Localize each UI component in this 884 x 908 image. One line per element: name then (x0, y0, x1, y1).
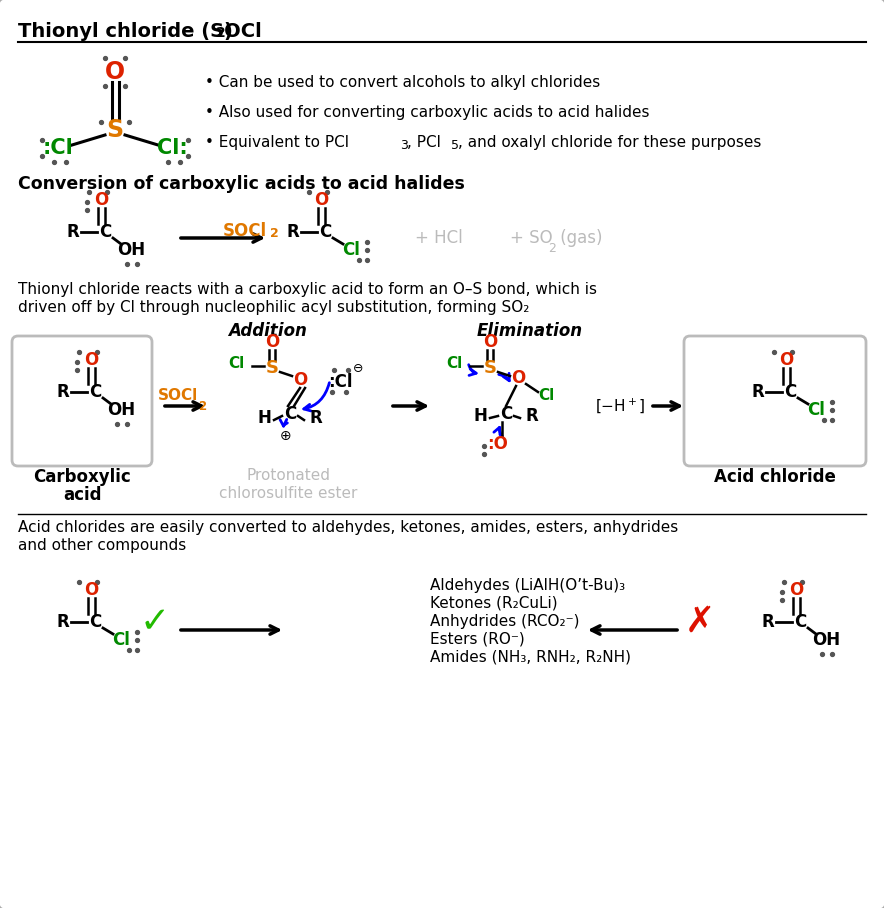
Text: O: O (84, 351, 98, 369)
Text: Ketones (R₂CuLi): Ketones (R₂CuLi) (430, 596, 558, 611)
Text: • Equivalent to PCl: • Equivalent to PCl (205, 135, 349, 150)
Text: R: R (57, 383, 69, 401)
Text: and other compounds: and other compounds (18, 538, 187, 553)
Text: R: R (751, 383, 765, 401)
Text: O: O (105, 60, 125, 84)
Text: [$-$H$^+$]: [$-$H$^+$] (595, 397, 645, 415)
Text: (gas): (gas) (555, 229, 603, 247)
Text: Cl: Cl (446, 357, 462, 371)
Text: H: H (257, 409, 271, 427)
Text: • Can be used to convert alcohols to alkyl chlorides: • Can be used to convert alcohols to alk… (205, 75, 600, 90)
Text: Cl: Cl (228, 357, 244, 371)
Text: O: O (94, 191, 108, 209)
Text: ⊖: ⊖ (353, 361, 363, 374)
Text: Thionyl chloride (SOCl: Thionyl chloride (SOCl (18, 22, 262, 41)
Text: :Cl: :Cl (328, 373, 352, 391)
Text: H: H (473, 407, 487, 425)
Text: , PCl: , PCl (407, 135, 441, 150)
Text: S: S (106, 118, 124, 142)
Text: OH: OH (117, 241, 145, 259)
Text: Acid chloride: Acid chloride (714, 468, 836, 486)
Text: OH: OH (812, 631, 840, 649)
Text: :Cl: :Cl (42, 138, 73, 158)
Text: R: R (309, 409, 323, 427)
Text: Conversion of carboxylic acids to acid halides: Conversion of carboxylic acids to acid h… (18, 175, 465, 193)
Text: Cl: Cl (537, 389, 554, 403)
Text: OH: OH (107, 401, 135, 419)
Text: 2: 2 (216, 26, 225, 40)
Text: Anhydrides (RCO₂⁻): Anhydrides (RCO₂⁻) (430, 614, 580, 629)
Text: 3: 3 (400, 139, 408, 152)
Text: Thionyl chloride reacts with a carboxylic acid to form an O–S bond, which is: Thionyl chloride reacts with a carboxyli… (18, 282, 597, 297)
Text: ⊕: ⊕ (280, 429, 292, 443)
Text: O: O (265, 333, 279, 351)
Text: 2: 2 (548, 242, 556, 255)
Text: O: O (483, 333, 497, 351)
Text: O: O (511, 369, 525, 387)
Text: • Also used for converting carboxylic acids to acid halides: • Also used for converting carboxylic ac… (205, 105, 650, 120)
Text: ✗: ✗ (685, 605, 715, 639)
Text: 2: 2 (270, 227, 278, 240)
FancyBboxPatch shape (684, 336, 866, 466)
Text: driven off by Cl through nucleophilic acyl substitution, forming SO₂: driven off by Cl through nucleophilic ac… (18, 300, 530, 315)
Text: S: S (265, 359, 278, 377)
Text: ✓: ✓ (140, 605, 170, 639)
Text: C: C (89, 613, 101, 631)
Text: R: R (57, 613, 69, 631)
Text: C: C (784, 383, 796, 401)
Text: 2: 2 (198, 400, 206, 413)
Text: Acid chlorides are easily converted to aldehydes, ketones, amides, esters, anhyd: Acid chlorides are easily converted to a… (18, 520, 678, 535)
Text: Cl:: Cl: (156, 138, 187, 158)
Text: C: C (499, 405, 512, 423)
Text: Elimination: Elimination (477, 322, 583, 340)
Text: R: R (66, 223, 80, 241)
Text: Cl: Cl (112, 631, 130, 649)
Text: O: O (789, 581, 804, 599)
Text: :O: :O (488, 435, 508, 453)
Text: Protonated: Protonated (246, 468, 330, 483)
Text: R: R (286, 223, 300, 241)
Text: C: C (794, 613, 806, 631)
Text: Esters (RO⁻): Esters (RO⁻) (430, 632, 525, 647)
Text: O: O (779, 351, 793, 369)
Text: C: C (99, 223, 111, 241)
Text: R: R (762, 613, 774, 631)
Text: 5: 5 (451, 139, 459, 152)
Text: SOCl: SOCl (223, 222, 267, 240)
Text: acid: acid (63, 486, 102, 504)
Text: + HCl: + HCl (415, 229, 462, 247)
Text: C: C (89, 383, 101, 401)
Text: O: O (314, 191, 328, 209)
Text: O: O (84, 581, 98, 599)
Text: , and oxalyl chloride for these purposes: , and oxalyl chloride for these purposes (458, 135, 761, 150)
FancyBboxPatch shape (12, 336, 152, 466)
Text: Carboxylic: Carboxylic (33, 468, 131, 486)
Text: ): ) (223, 22, 232, 41)
Text: C: C (319, 223, 332, 241)
Text: SOCl: SOCl (158, 389, 198, 403)
Text: C: C (284, 405, 296, 423)
Text: Cl: Cl (342, 241, 360, 259)
Text: S: S (484, 359, 497, 377)
Text: Aldehydes (LiAlH(O’t-Bu)₃: Aldehydes (LiAlH(O’t-Bu)₃ (430, 578, 625, 593)
Text: O: O (293, 371, 307, 389)
Text: Cl: Cl (807, 401, 825, 419)
Text: Amides (NH₃, RNH₂, R₂NH): Amides (NH₃, RNH₂, R₂NH) (430, 650, 631, 665)
Text: Addition: Addition (229, 322, 308, 340)
Text: chlorosulfite ester: chlorosulfite ester (219, 486, 357, 501)
Text: R: R (526, 407, 538, 425)
Text: + SO: + SO (510, 229, 552, 247)
